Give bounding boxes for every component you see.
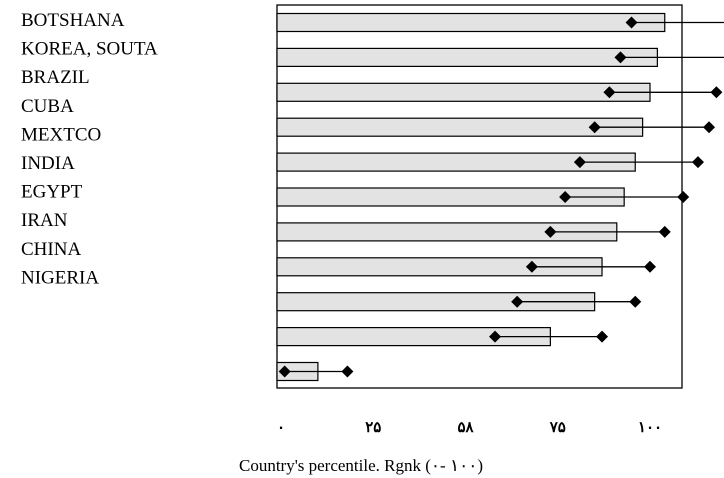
range-low-marker	[588, 121, 601, 134]
country-label: MEXTCO	[21, 124, 101, 145]
range-high-marker	[691, 156, 704, 169]
range-low-marker	[278, 365, 291, 378]
country-labels: BOTSHANA KOREA, SOUTA BRAZIL CUBA MEXTCO INDI…	[21, 10, 158, 288]
bar	[276, 82, 651, 102]
range-high-marker	[703, 121, 716, 134]
range-high-marker	[710, 86, 723, 99]
range-high-marker	[629, 295, 642, 308]
range-low-marker	[489, 330, 502, 343]
range-low-marker	[544, 225, 557, 238]
bar	[276, 47, 658, 68]
range-low-marker	[573, 156, 586, 169]
country-label: CHINA	[21, 239, 81, 260]
range-low-marker	[603, 86, 616, 99]
range-low-marker	[625, 16, 638, 29]
x-tick-label: ۰	[277, 420, 285, 436]
range-high-marker	[596, 330, 609, 343]
country-label: BOTSHANA	[21, 10, 125, 31]
x-axis-tick-labels: ۰ ۲۵ ۵۸ ۷۵ ۱۰۰	[277, 420, 662, 436]
bar	[276, 117, 644, 137]
country-label: EGYPT	[21, 182, 83, 203]
x-tick-label: ۵۸	[457, 420, 474, 436]
x-tick-label: ۷۵	[549, 420, 566, 436]
range-low-marker	[511, 295, 524, 308]
range-low-marker	[525, 260, 538, 273]
range-high-marker	[677, 191, 690, 203]
range-high-marker	[658, 225, 671, 238]
country-label: CUBA	[21, 96, 74, 117]
x-tick-label: ۲۵	[365, 420, 381, 436]
bar-series	[276, 12, 724, 382]
country-label: INDIA	[21, 153, 75, 174]
x-axis-title: Country's percentile. Rgnk (۰- ۱۰۰)	[239, 456, 483, 475]
range-low-marker	[559, 191, 572, 203]
bar	[276, 12, 666, 33]
country-label: KOREA, SOUTA	[21, 39, 158, 60]
country-label: IRAN	[21, 210, 68, 231]
country-label: BRAZIL	[21, 67, 90, 88]
country-label: NIGERIA	[21, 267, 99, 288]
x-tick-label: ۱۰۰	[638, 420, 662, 436]
range-low-marker	[614, 51, 627, 64]
range-high-marker	[341, 365, 354, 378]
range-high-marker	[644, 260, 656, 273]
